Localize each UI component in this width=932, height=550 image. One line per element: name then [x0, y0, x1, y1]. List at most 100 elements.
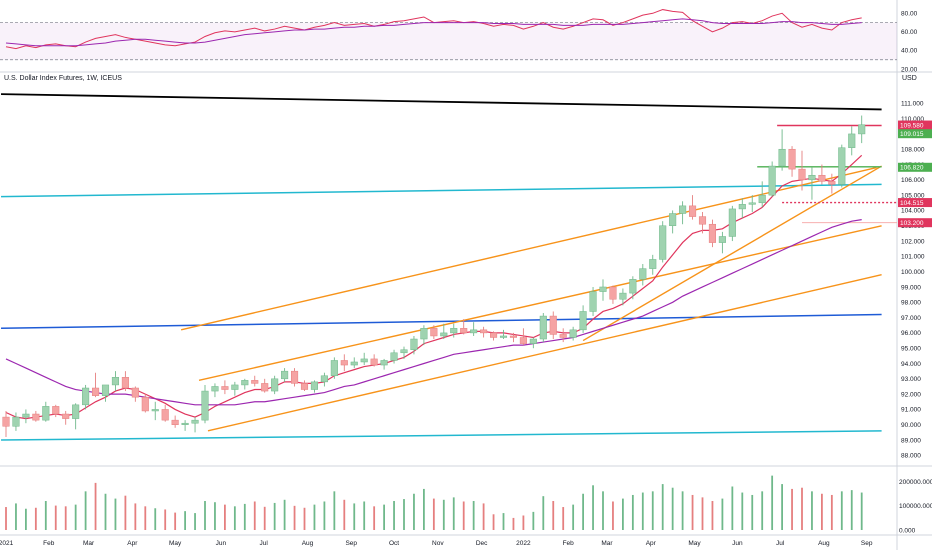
price-tick-label: 106.000 — [901, 177, 925, 184]
candle-body — [679, 205, 687, 214]
price-tag-label: 109.580 — [900, 122, 924, 129]
candle-body — [370, 358, 378, 366]
price-tick-label: 88.000 — [901, 453, 921, 460]
x-tick-label: Jun — [732, 540, 743, 547]
price-tick-label: 93.000 — [901, 376, 921, 383]
price-tag-box — [898, 218, 932, 228]
x-tick-label: Nov — [432, 540, 444, 547]
candles — [2, 115, 866, 437]
x-tick-label: Jul — [776, 540, 785, 547]
candle-body — [609, 286, 617, 300]
candle-body — [12, 416, 20, 427]
candle-body — [490, 332, 498, 338]
rsi-tick-label: 60.00 — [901, 29, 918, 36]
candle-body — [858, 124, 866, 135]
candle-body — [748, 202, 756, 205]
candle-body — [330, 360, 338, 377]
candle-body — [549, 315, 557, 335]
candle-body — [390, 352, 398, 361]
candle-body — [340, 360, 348, 366]
candle-body — [72, 404, 80, 419]
candle-body — [480, 329, 488, 334]
candle-body — [310, 381, 318, 390]
candle-body — [569, 329, 577, 338]
candle-body — [440, 332, 448, 337]
candle-body — [161, 409, 169, 421]
volume-tick-label: 200000.000 — [899, 479, 932, 486]
candle-body — [708, 223, 717, 243]
candle-body — [181, 422, 189, 425]
x-tick-label: Apr — [646, 540, 657, 547]
candle-body — [82, 387, 90, 406]
price-tag-label: 109.015 — [900, 131, 924, 138]
candle-body — [529, 338, 537, 344]
volume-tick-label: 0.000 — [899, 527, 916, 534]
candle-body — [410, 338, 418, 350]
candle-body — [798, 168, 806, 181]
candle-body — [450, 328, 458, 334]
chart-title: U.S. Dollar Index Futures, 1W, ICEUS — [4, 75, 122, 82]
price-tick-label: 105.000 — [901, 192, 925, 199]
x-tick-label: Jul — [260, 540, 269, 547]
candle-body — [221, 386, 229, 390]
candle-body — [669, 213, 677, 227]
candle-body — [698, 216, 707, 225]
candle-body — [778, 148, 786, 167]
price-tick-label: 102.000 — [901, 238, 925, 245]
candle-body — [350, 361, 358, 366]
price-tick-label: 98.000 — [901, 300, 921, 307]
candle-body — [659, 225, 667, 260]
candle-body — [281, 370, 289, 380]
candle-body — [231, 384, 239, 390]
candle-body — [111, 377, 120, 386]
candle-body — [92, 387, 100, 396]
candle-body — [22, 413, 30, 418]
candle-body — [32, 413, 40, 421]
cyan-lower-line — [1, 430, 882, 441]
candle-body — [271, 378, 279, 392]
candle-body — [470, 329, 478, 334]
candle-body — [141, 396, 149, 412]
candle-body — [320, 375, 328, 383]
channel-upper-line — [180, 166, 877, 331]
candle-body — [519, 337, 527, 344]
price-tick-label: 89.000 — [901, 437, 921, 444]
price-tag-box — [898, 129, 932, 139]
candle-body — [499, 335, 508, 338]
price-tag-label: 106.820 — [900, 165, 924, 172]
candle-body — [360, 358, 368, 363]
rsi-tick-label: 80.00 — [901, 11, 918, 18]
currency-label: USD — [902, 75, 917, 82]
x-tick-label: 2021 — [0, 540, 14, 547]
price-tick-label: 92.000 — [901, 391, 921, 398]
candle-body — [738, 204, 746, 210]
rsi-pane: 20.00 40.00 60.00 80.00 — [0, 9, 918, 73]
candle-body — [460, 328, 468, 334]
channel-top-segment — [582, 165, 882, 342]
candle-body — [241, 380, 249, 386]
candle-body — [589, 291, 597, 312]
price-tick-label: 104.000 — [901, 208, 925, 215]
x-tick-label: Feb — [43, 540, 55, 547]
candle-body — [689, 205, 697, 217]
candle-body — [42, 406, 50, 421]
cyan-upper-line — [1, 183, 882, 198]
candle-body — [728, 208, 736, 237]
price-tag-box — [898, 162, 932, 172]
candle-body — [191, 419, 199, 424]
candle-body — [121, 377, 129, 389]
price-tick-label: 95.000 — [901, 346, 921, 353]
candle-body — [251, 380, 259, 384]
candle-body — [828, 181, 836, 185]
price-tick-label: 108.000 — [901, 147, 925, 154]
x-tick-label: Mar — [83, 540, 95, 547]
candle-body — [430, 328, 438, 337]
candle-body — [211, 386, 219, 392]
x-tick-label: Aug — [818, 540, 830, 547]
candle-body — [62, 413, 70, 419]
candle-body — [629, 279, 637, 294]
slow-moving-average — [5, 219, 862, 406]
candle-body — [758, 194, 766, 204]
